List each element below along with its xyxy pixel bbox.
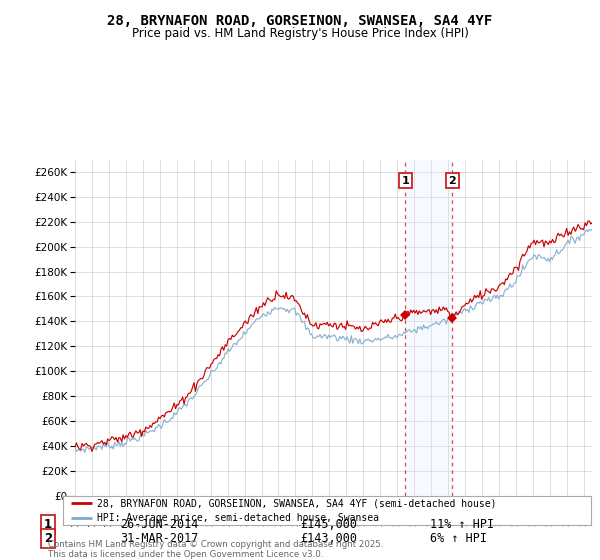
Text: 1: 1 xyxy=(44,518,52,531)
Text: 1: 1 xyxy=(401,176,409,186)
Text: 2: 2 xyxy=(44,532,52,545)
Text: HPI: Average price, semi-detached house, Swansea: HPI: Average price, semi-detached house,… xyxy=(97,513,379,523)
Text: £145,000: £145,000 xyxy=(300,518,357,531)
Text: 31-MAR-2017: 31-MAR-2017 xyxy=(120,532,199,545)
Bar xyxy=(406,160,452,496)
Text: 2: 2 xyxy=(448,176,456,186)
Text: £143,000: £143,000 xyxy=(300,532,357,545)
Text: 26-JUN-2014: 26-JUN-2014 xyxy=(120,518,199,531)
Text: 28, BRYNAFON ROAD, GORSEINON, SWANSEA, SA4 4YF (semi-detached house): 28, BRYNAFON ROAD, GORSEINON, SWANSEA, S… xyxy=(97,498,497,508)
Text: 11% ↑ HPI: 11% ↑ HPI xyxy=(430,518,494,531)
Text: Contains HM Land Registry data © Crown copyright and database right 2025.
This d: Contains HM Land Registry data © Crown c… xyxy=(48,540,383,559)
Text: Price paid vs. HM Land Registry's House Price Index (HPI): Price paid vs. HM Land Registry's House … xyxy=(131,27,469,40)
Text: 28, BRYNAFON ROAD, GORSEINON, SWANSEA, SA4 4YF: 28, BRYNAFON ROAD, GORSEINON, SWANSEA, S… xyxy=(107,14,493,28)
Text: 6% ↑ HPI: 6% ↑ HPI xyxy=(430,532,487,545)
